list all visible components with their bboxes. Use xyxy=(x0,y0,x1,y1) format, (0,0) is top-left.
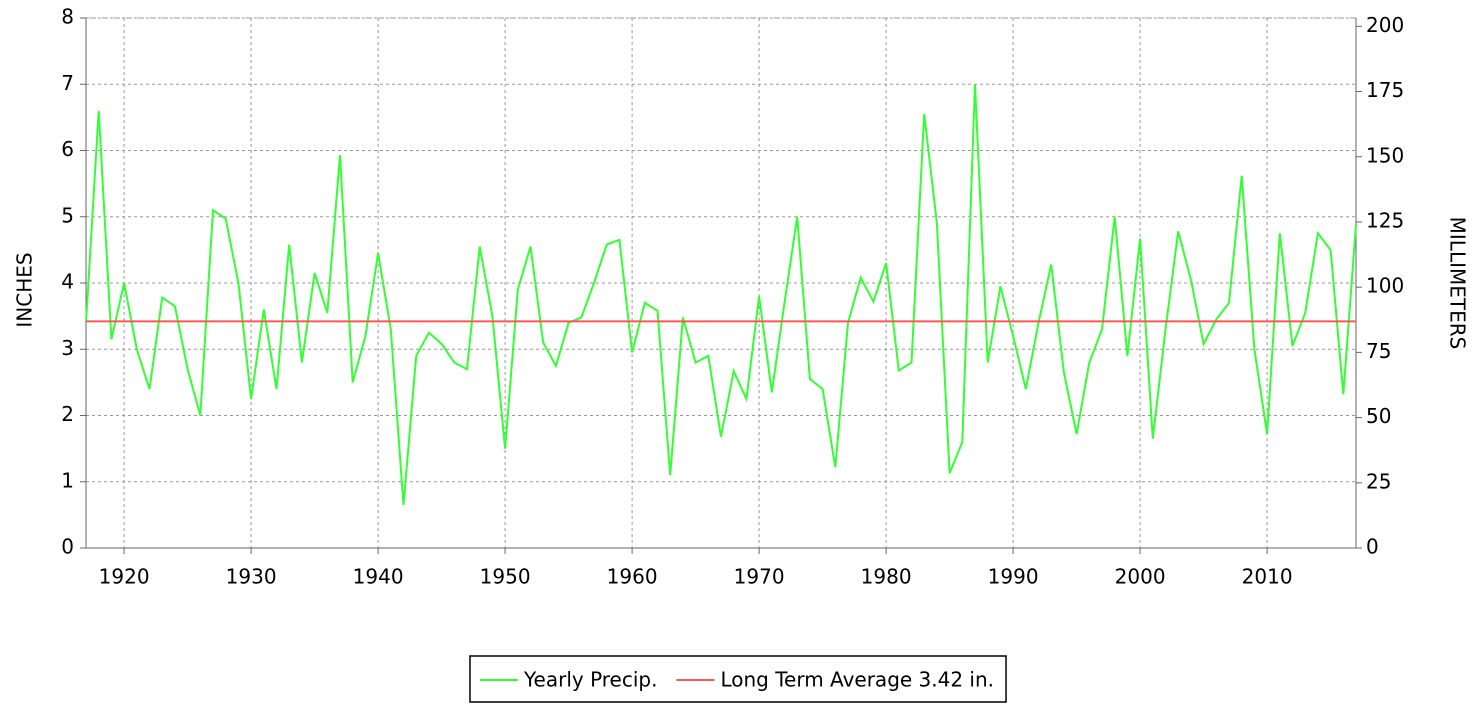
x-tick-label: 1990 xyxy=(988,565,1039,589)
y-tick-label: 7 xyxy=(61,71,74,95)
y2-axis-label: MILLIMETERS xyxy=(1446,217,1470,350)
plot-area xyxy=(85,17,1357,549)
y-tick-label: 8 xyxy=(61,5,74,29)
legend-box xyxy=(469,655,1007,703)
y2-tick-label: 125 xyxy=(1366,208,1404,232)
y-axis-label: INCHES xyxy=(13,252,37,327)
x-tick-label: 1970 xyxy=(734,565,785,589)
y2-tick-label: 50 xyxy=(1366,404,1391,428)
legend-label: Yearly Precip. xyxy=(523,668,658,692)
x-tick-label: 1980 xyxy=(861,565,912,589)
y-tick-label: 3 xyxy=(61,336,74,360)
y2-tick-label: 0 xyxy=(1366,535,1379,559)
x-tick-label: 2000 xyxy=(1115,565,1166,589)
x-tick-label: 1960 xyxy=(607,565,658,589)
x-tick-label: 1950 xyxy=(480,565,531,589)
y2-tick-label: 175 xyxy=(1366,78,1404,102)
x-tick-label: 1920 xyxy=(99,565,150,589)
y2-tick-label: 25 xyxy=(1366,469,1391,493)
x-tick-label: 1930 xyxy=(226,565,277,589)
x-tick-label: 1940 xyxy=(353,565,404,589)
y-tick-label: 2 xyxy=(61,402,74,426)
y-tick-label: 4 xyxy=(61,270,74,294)
x-tick-label: 2010 xyxy=(1242,565,1293,589)
y2-tick-label: 200 xyxy=(1366,13,1404,37)
y-tick-label: 5 xyxy=(61,203,74,227)
y2-tick-label: 150 xyxy=(1366,143,1404,167)
data-line xyxy=(85,84,1357,506)
y-tick-label: 1 xyxy=(61,468,74,492)
y-tick-label: 0 xyxy=(61,535,74,559)
y2-tick-label: 75 xyxy=(1366,339,1391,363)
legend-label: Long Term Average 3.42 in. xyxy=(720,668,994,692)
y-tick-label: 6 xyxy=(61,137,74,161)
y2-tick-label: 100 xyxy=(1366,274,1404,298)
